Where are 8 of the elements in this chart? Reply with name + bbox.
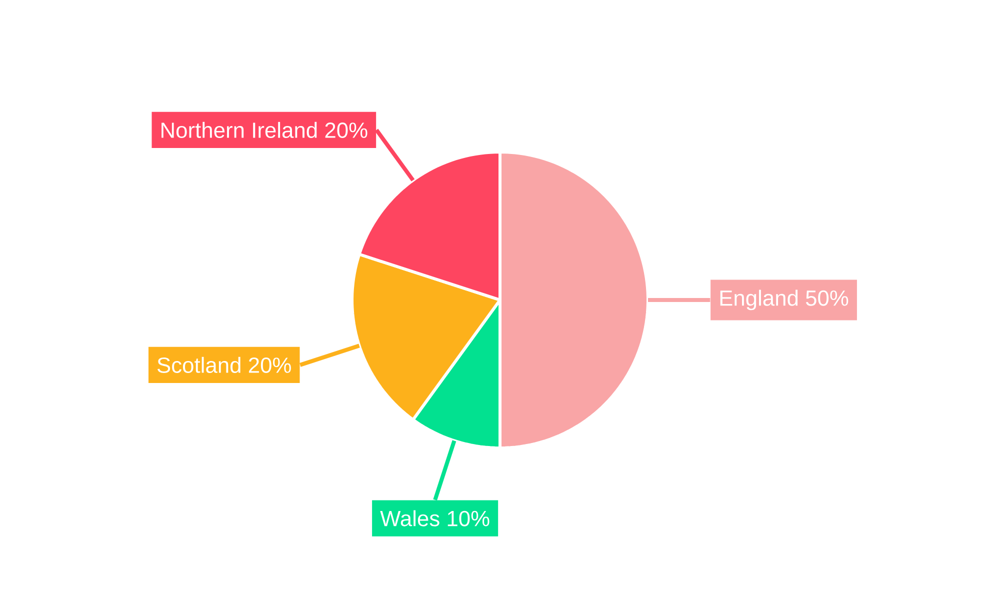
- data-label: 10%: [448, 510, 490, 526]
- data-label: 50%: [806, 290, 848, 306]
- slice-label: Northern Ireland: [162, 122, 317, 138]
- slice-label: Scotland: [157, 356, 240, 373]
- data-label: 20%: [248, 357, 291, 373]
- data-label: 20%: [325, 122, 368, 138]
- slice-label: Wales: [380, 510, 440, 526]
- slice-label: England: [720, 290, 798, 310]
